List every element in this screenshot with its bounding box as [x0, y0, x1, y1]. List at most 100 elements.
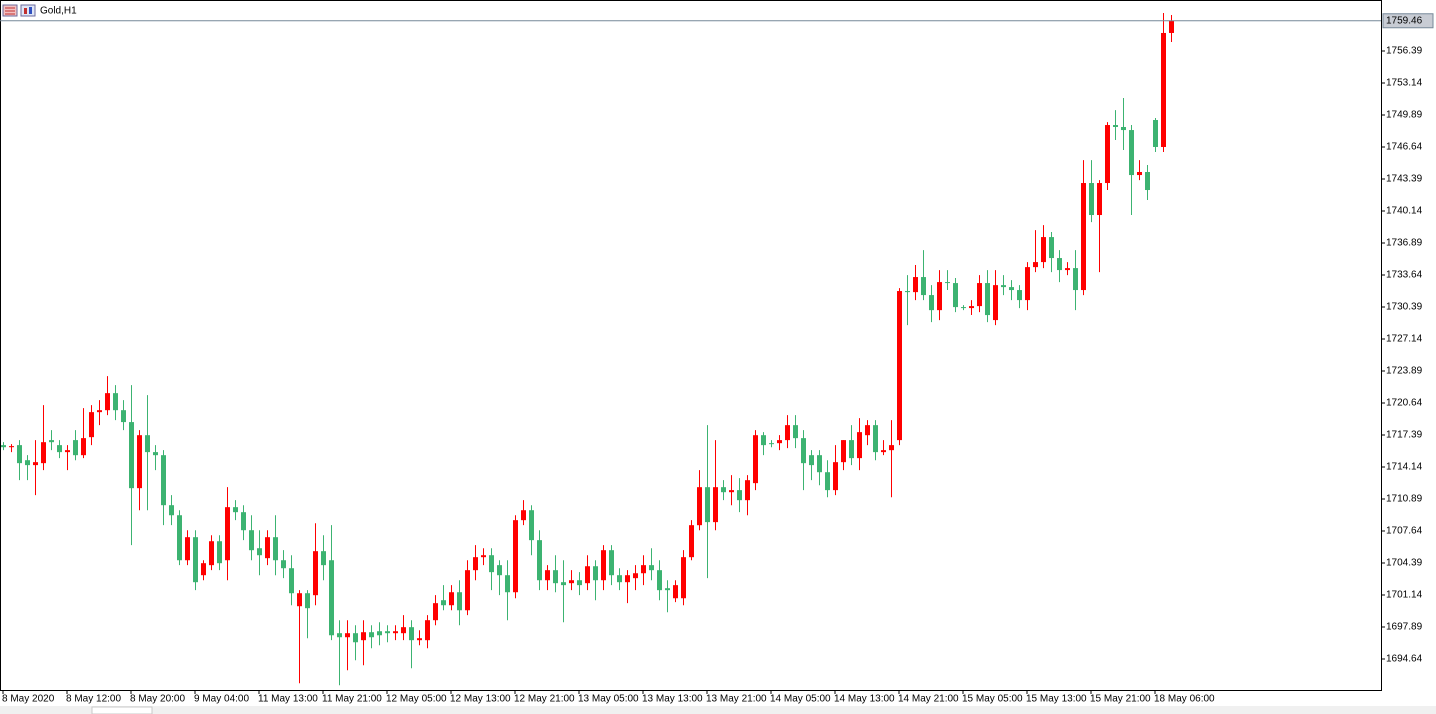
candle-body	[809, 455, 814, 466]
candle-body	[353, 633, 358, 643]
x-tick-label: 12 May 21:00	[514, 694, 575, 705]
candle-body	[225, 507, 230, 561]
chart-title: Gold,H1	[40, 6, 77, 17]
candle-body	[1161, 32, 1166, 147]
current-price-box	[1382, 13, 1434, 29]
candle-body	[937, 282, 942, 311]
candle-body	[721, 487, 726, 493]
candle-body	[209, 541, 214, 566]
candle-body	[1129, 130, 1134, 176]
y-tick-label: 1723.89	[1386, 366, 1423, 377]
candle-body	[497, 565, 502, 576]
y-tick-label: 1701.14	[1386, 590, 1423, 601]
x-tick-label: 8 May 20:00	[130, 694, 185, 705]
candle-body	[841, 440, 846, 463]
chart-tab[interactable]	[91, 706, 153, 714]
candle-body	[89, 412, 94, 438]
candle-body	[865, 425, 870, 436]
y-tick-label: 1736.89	[1386, 238, 1423, 249]
candle-body	[457, 592, 462, 611]
candle-body	[321, 551, 326, 566]
candle-body	[641, 565, 646, 574]
candle-body	[953, 283, 958, 308]
candle-body	[233, 507, 238, 513]
candle-body	[1049, 237, 1054, 259]
candle-body	[929, 295, 934, 311]
candle-body	[1, 445, 6, 448]
x-tick-label: 12 May 13:00	[450, 694, 511, 705]
x-tick-label: 14 May 05:00	[770, 694, 831, 705]
candle-body	[9, 446, 14, 448]
x-tick-label: 13 May 05:00	[578, 694, 639, 705]
candle-body	[369, 632, 374, 638]
candle-body	[969, 306, 974, 309]
candle-body	[433, 603, 438, 621]
y-tick-label: 1697.89	[1386, 622, 1423, 633]
candle-body	[297, 593, 302, 607]
candle-body	[601, 550, 606, 581]
candle-body	[1121, 127, 1126, 131]
x-tick-label: 8 May 12:00	[66, 694, 121, 705]
candle-body	[689, 525, 694, 558]
candle-body	[1081, 183, 1086, 291]
x-tick-label: 13 May 21:00	[706, 694, 767, 705]
candle-body	[241, 512, 246, 531]
candle-body	[617, 575, 622, 583]
x-tick-label: 18 May 06:00	[1154, 694, 1215, 705]
candle-body	[713, 487, 718, 523]
candle-body	[385, 631, 390, 634]
x-tick-label: 8 May 2020	[2, 694, 55, 705]
candle-body	[265, 537, 270, 559]
candle-body	[1041, 237, 1046, 263]
candle-body	[1169, 20, 1174, 33]
candle-body	[441, 600, 446, 606]
candle-body	[761, 435, 766, 446]
y-tick-label: 1714.14	[1386, 462, 1423, 473]
candle-body	[185, 537, 190, 561]
candle-body	[305, 593, 310, 609]
candle-body	[161, 455, 166, 506]
candle-body	[81, 438, 86, 456]
candle-body	[1113, 125, 1118, 128]
y-tick-label: 1717.39	[1386, 430, 1423, 441]
candle-body	[361, 632, 366, 641]
candle-body	[273, 537, 278, 561]
candle-body	[1137, 171, 1142, 176]
candle-body	[665, 588, 670, 591]
candle-body	[1145, 171, 1150, 191]
candle-body	[817, 455, 822, 473]
candle-body	[673, 585, 678, 599]
candle-body	[57, 445, 62, 453]
candle-body	[489, 555, 494, 573]
y-tick-label: 1740.14	[1386, 206, 1423, 217]
candle-body	[793, 425, 798, 439]
candle-body	[833, 462, 838, 491]
candle-body	[401, 627, 406, 634]
candle-body	[545, 570, 550, 581]
y-tick-label: 1694.64	[1386, 654, 1423, 665]
y-tick-label: 1749.89	[1386, 110, 1423, 121]
x-tick-label: 15 May 05:00	[962, 694, 1023, 705]
y-tick-label: 1756.39	[1386, 46, 1423, 57]
candle-body	[129, 422, 134, 489]
candle-body	[409, 627, 414, 641]
current-price-label: 1759.46	[1386, 15, 1423, 26]
candle-body	[985, 283, 990, 316]
candle-body	[657, 570, 662, 591]
candle-body	[873, 425, 878, 453]
candle-body	[729, 490, 734, 493]
candle-body	[449, 592, 454, 606]
candle-body	[585, 566, 590, 584]
candle-body	[1017, 290, 1022, 301]
y-tick-label: 1707.64	[1386, 526, 1423, 537]
candle-body	[1153, 120, 1158, 147]
candle-body	[889, 445, 894, 451]
x-tick-label: 11 May 21:00	[322, 694, 382, 705]
candle-body	[257, 548, 262, 556]
candle-body	[1025, 267, 1030, 301]
candle-body	[1033, 262, 1038, 268]
candle-body	[569, 580, 574, 584]
candle-body	[1065, 268, 1070, 271]
candle-body	[1089, 183, 1094, 216]
